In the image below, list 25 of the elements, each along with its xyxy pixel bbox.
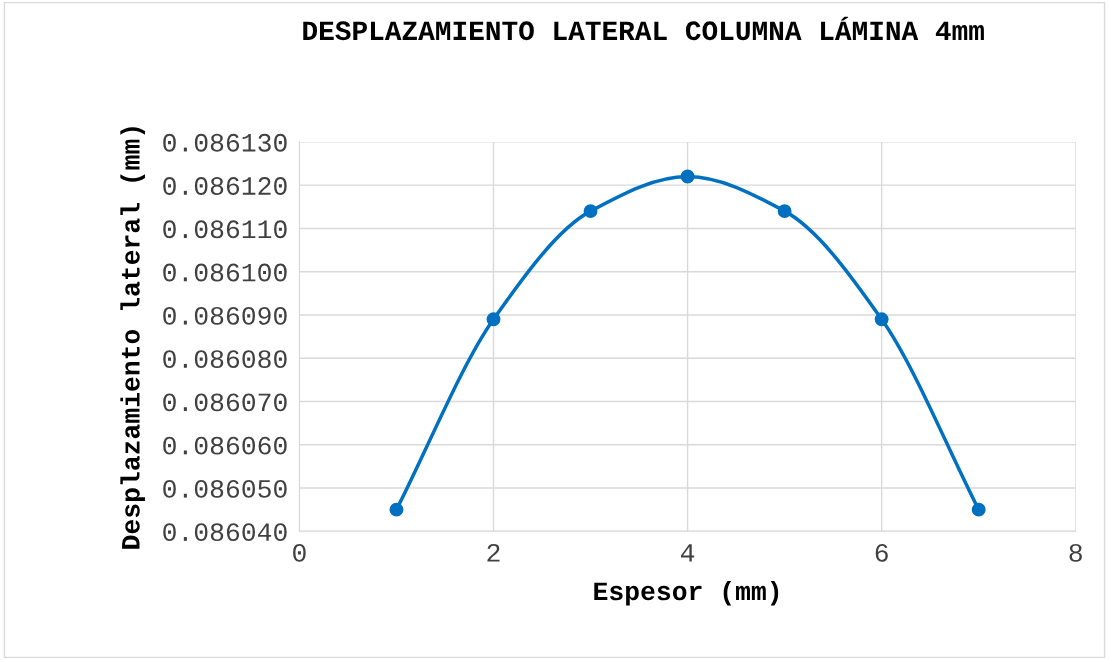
point xyxy=(583,204,598,219)
y-tick-label: 0.086060 xyxy=(163,436,287,455)
point xyxy=(874,312,889,327)
y-tick-label: 0.086100 xyxy=(163,263,287,282)
y-tick-label: 0.086090 xyxy=(163,306,287,325)
x-tick-label: 4 xyxy=(680,544,695,562)
point xyxy=(486,312,501,327)
y-tick-label: 0.086130 xyxy=(163,133,287,152)
chart-title: DESPLAZAMIENTO LATERAL COLUMNA LÁMINA 4mm xyxy=(303,16,984,41)
y-tick-label: 0.086120 xyxy=(163,177,287,195)
x-tick-label: 6 xyxy=(875,543,888,562)
x-tick-label: 8 xyxy=(1069,543,1082,562)
y-tick-label: 0.086040 xyxy=(163,523,287,542)
y-tick-label: 0.086110 xyxy=(163,220,287,239)
x-tick-label: 2 xyxy=(487,543,500,562)
x-axis-title: Espesor (mm) xyxy=(594,580,779,606)
y-axis-title: Desplazamiento lateral (mm) xyxy=(120,127,145,549)
point xyxy=(680,169,695,184)
y-tick-label: 0.086070 xyxy=(163,393,287,412)
x-tick-label: 0 xyxy=(293,543,306,562)
point xyxy=(971,502,986,517)
y-tick-label: 0.086050 xyxy=(163,479,287,498)
y-tick-label: 0.086080 xyxy=(163,350,287,369)
point xyxy=(389,502,404,517)
point xyxy=(777,204,792,219)
